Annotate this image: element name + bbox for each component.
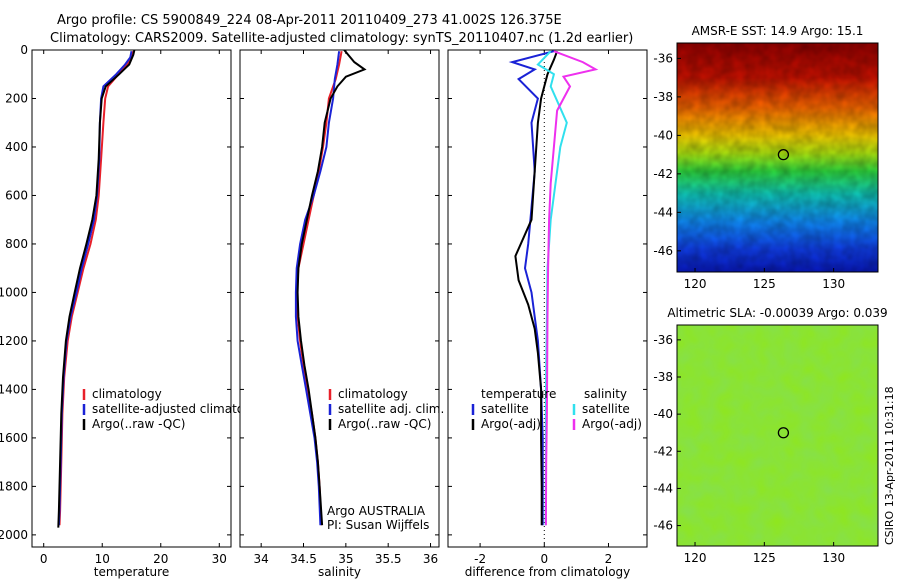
y-tick-label: 1600 xyxy=(0,431,28,445)
y-tick-label: -36 xyxy=(653,333,673,347)
x-tick-label: 130 xyxy=(822,277,845,291)
legend-entry: Argo(-adj) xyxy=(481,417,541,431)
legend-entry: Argo(..raw -QC) xyxy=(92,417,185,431)
map-title: AMSR-E SST: 14.9 Argo: 15.1 xyxy=(692,24,864,38)
y-tick-label: -44 xyxy=(653,205,673,219)
sst-map-panel: AMSR-E SST: 14.9 Argo: 15.1 120 125 130 -36 -… xyxy=(653,24,879,291)
x-tick-label: 20 xyxy=(153,552,168,566)
header-line-2: Climatology: CARS2009. Satellite-adjuste… xyxy=(50,31,633,46)
legend-group-title: temperature xyxy=(481,387,556,401)
x-tick-label: 125 xyxy=(753,551,776,565)
series-line-satellite xyxy=(294,51,341,526)
argo-location-marker xyxy=(777,149,790,161)
plot-frame xyxy=(31,49,232,548)
x-tick-label: 0 xyxy=(540,552,548,566)
y-tick-label: 800 xyxy=(5,237,28,251)
sla-map-panel: Altimetric SLA: -0.00039 Argo: 0.039 120 1… xyxy=(653,306,887,565)
legend-entry: satellite adj. clim. xyxy=(338,402,444,416)
x-tick-label: 34.5 xyxy=(290,552,317,566)
x-tick-label: 120 xyxy=(684,277,707,291)
annotation-text: PI: Susan Wijffels xyxy=(327,518,429,532)
annotation-text: Argo AUSTRALIA xyxy=(327,504,426,518)
legend-entry: climatology xyxy=(338,387,408,401)
y-tick-label: 1000 xyxy=(0,285,28,299)
legend-entry: satellite xyxy=(582,402,630,416)
y-tick-label: -38 xyxy=(653,370,673,384)
x-tick-label: 30 xyxy=(212,552,227,566)
y-tick-label: -36 xyxy=(653,51,673,65)
y-tick-label: 1800 xyxy=(0,479,28,493)
y-tick-label: 600 xyxy=(5,188,28,202)
y-tick-label: 400 xyxy=(5,140,28,154)
x-tick-label: 36 xyxy=(423,552,438,566)
legend-entry: Argo(..raw -QC) xyxy=(338,417,431,431)
y-tick-label: -38 xyxy=(653,90,673,104)
map-frame xyxy=(676,324,879,547)
x-tick-label: 10 xyxy=(95,552,110,566)
map-frame xyxy=(676,42,879,273)
x-axis-label: difference from climatology xyxy=(465,565,631,579)
x-tick-label: 2 xyxy=(605,552,613,566)
plot-frame xyxy=(239,49,440,548)
x-tick-label: -2 xyxy=(474,552,486,566)
map-title: Altimetric SLA: -0.00039 Argo: 0.039 xyxy=(667,306,887,320)
header-line-1: Argo profile: CS 5900849_224 08-Apr-2011… xyxy=(57,13,562,28)
x-axis-label: temperature xyxy=(94,565,169,579)
x-tick-label: 34 xyxy=(254,552,269,566)
legend-group-title: salinity xyxy=(584,387,627,401)
y-tick-label: -42 xyxy=(653,444,673,458)
x-axis-label: salinity xyxy=(318,565,361,579)
legend-entry: satellite xyxy=(481,402,529,416)
y-tick-label: -46 xyxy=(653,519,673,533)
series-line-argo xyxy=(296,49,367,526)
y-tick-label: -44 xyxy=(653,481,673,495)
y-tick-label: -46 xyxy=(653,244,673,258)
x-tick-label: 125 xyxy=(753,277,776,291)
y-tick-label: 2000 xyxy=(0,528,28,542)
x-tick-label: 120 xyxy=(684,551,707,565)
y-tick-label: -40 xyxy=(653,128,673,142)
sla-heatmap-texture xyxy=(677,325,878,546)
salinity-panel: 34 34.5 35 35.5 36 salinity climatologysatelli… xyxy=(239,49,444,579)
legend-entry: satellite-adjusted climatology xyxy=(92,402,270,416)
x-tick-label: 35 xyxy=(338,552,353,566)
temperature-panel: 0 200 400 600 800 1000 1200 1400 1600 1800 2000 0 10… xyxy=(0,43,270,579)
legend-entry: Argo(-adj) xyxy=(582,417,642,431)
y-tick-label: -42 xyxy=(653,167,673,181)
x-tick-label: 0 xyxy=(40,552,48,566)
argo-location-marker xyxy=(777,427,790,439)
y-tick-label: 200 xyxy=(5,91,28,105)
series-line-argo xyxy=(57,49,136,528)
y-tick-label: 0 xyxy=(20,43,28,57)
legend-entry: climatology xyxy=(92,387,162,401)
x-tick-label: 130 xyxy=(822,551,845,565)
y-tick-label: 1200 xyxy=(0,334,28,348)
y-tick-label: -40 xyxy=(653,407,673,421)
series-line-temp_argo xyxy=(514,50,559,526)
series-line-sal_argo xyxy=(544,50,599,526)
y-tick-label: 1400 xyxy=(0,382,28,396)
side-timestamp-label: CSIRO 13-Apr-2011 10:31:18 xyxy=(883,386,896,545)
sst-heatmap-texture xyxy=(677,43,878,272)
x-tick-label: 35.5 xyxy=(375,552,402,566)
